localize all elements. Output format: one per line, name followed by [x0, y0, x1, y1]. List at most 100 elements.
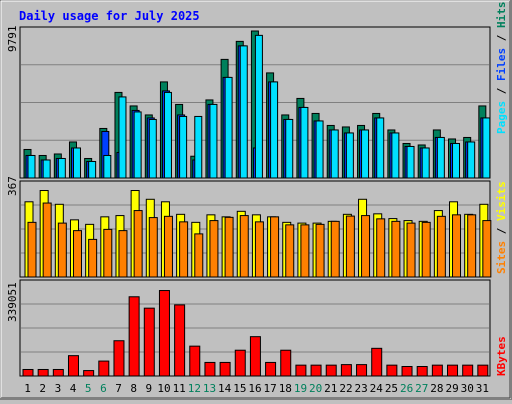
bar-kbytes [462, 364, 474, 377]
bar-sites [103, 228, 113, 278]
bar-pages [103, 154, 112, 179]
x-tick-label: 21 [324, 382, 337, 395]
bar-pages [345, 132, 354, 179]
bar-kbytes [128, 296, 140, 377]
bar-pages [254, 34, 263, 179]
legend-pages-files-hits: Pages / Files / Hits [495, 2, 508, 135]
bar-kbytes [67, 355, 79, 377]
bar-kbytes [295, 364, 307, 377]
bar-kbytes [204, 361, 216, 377]
bar-sites [88, 238, 98, 278]
bar-sites [224, 216, 234, 278]
x-tick-label: 30 [461, 382, 474, 395]
bar-sites [42, 202, 52, 278]
bar-kbytes [158, 290, 170, 377]
x-tick-label: 23 [355, 382, 368, 395]
y-max-visits: 367 [6, 176, 19, 196]
x-tick-label: 29 [445, 382, 458, 395]
bar-kbytes [325, 364, 337, 377]
bar-pages [27, 154, 36, 179]
bar-kbytes [37, 368, 49, 377]
bar-pages [467, 141, 476, 179]
bar-pages [482, 117, 491, 179]
bar-kbytes [356, 364, 368, 377]
bar-sites [148, 217, 158, 278]
x-tick-label: 12 [188, 382, 201, 395]
bar-sites [421, 221, 431, 278]
bar-sites [163, 215, 173, 278]
x-tick-label: 4 [70, 382, 77, 395]
bar-sites [391, 220, 401, 278]
bar-sites [315, 223, 325, 278]
bar-sites [72, 230, 82, 278]
x-tick-label: 6 [100, 382, 107, 395]
bar-sites [27, 221, 37, 278]
bar-sites [482, 220, 492, 278]
bar-kbytes [477, 364, 489, 377]
legend-sites-visits: Sites / Visits [495, 181, 508, 274]
bar-sites [285, 224, 295, 278]
bar-kbytes [143, 307, 155, 377]
bar-pages [436, 136, 445, 179]
bar-sites [179, 221, 189, 278]
bar-kbytes [113, 340, 125, 377]
bar-kbytes [219, 361, 231, 377]
bar-pages [179, 115, 188, 179]
bar-sites [436, 215, 446, 278]
legend-sites: Sites [495, 241, 508, 274]
bar-sites [330, 220, 340, 278]
x-tick-label: 16 [248, 382, 261, 395]
bar-kbytes [340, 364, 352, 377]
legend-files: Files [495, 48, 508, 81]
x-tick-label: 1 [24, 382, 31, 395]
y-max-pages: 9791 [6, 26, 19, 53]
bar-kbytes [249, 336, 261, 377]
bar-kbytes [310, 364, 322, 377]
bar-kbytes [386, 364, 398, 377]
bar-sites [376, 218, 386, 278]
legend-sep-1: / [495, 87, 508, 94]
bar-pages [270, 81, 279, 179]
x-tick-label: 18 [279, 382, 292, 395]
chart-title: Daily usage for July 2025 [19, 9, 200, 23]
bar-sites [209, 220, 219, 278]
x-tick-label: 2 [39, 382, 46, 395]
x-tick-label: 25 [385, 382, 398, 395]
bar-kbytes [83, 370, 95, 377]
bar-pages [148, 118, 157, 179]
bar-pages [133, 111, 142, 179]
bar-kbytes [174, 304, 186, 377]
x-tick-label: 22 [339, 382, 352, 395]
bar-kbytes [98, 360, 110, 377]
bar-kbytes [189, 345, 201, 377]
bar-pages [209, 103, 218, 179]
x-tick-label: 19 [294, 382, 307, 395]
bar-kbytes [416, 366, 428, 377]
pages-files-hits-bars [23, 30, 491, 179]
bar-pages [239, 45, 248, 179]
sites-visits-bars [24, 190, 492, 278]
kbytes-bars [22, 290, 489, 377]
x-tick-label: 17 [264, 382, 277, 395]
bar-pages [72, 147, 81, 179]
bar-pages [57, 157, 66, 179]
bar-sites [345, 215, 355, 278]
x-tick-label: 9 [146, 382, 153, 395]
legend-pages: Pages [495, 101, 508, 134]
bar-pages [376, 117, 385, 179]
x-tick-label: 20 [309, 382, 322, 395]
legend-sep-2: / [495, 34, 508, 41]
bar-sites [118, 230, 128, 278]
x-tick-label: 8 [130, 382, 137, 395]
bar-sites [239, 215, 249, 278]
bar-pages [330, 129, 339, 179]
bar-sites [133, 210, 143, 278]
bar-sites [57, 222, 67, 278]
legend-kbytes: KBytes [495, 336, 508, 376]
bar-pages [406, 145, 415, 179]
bar-pages [285, 118, 294, 179]
bar-sites [406, 222, 416, 278]
x-tick-label: 26 [400, 382, 413, 395]
